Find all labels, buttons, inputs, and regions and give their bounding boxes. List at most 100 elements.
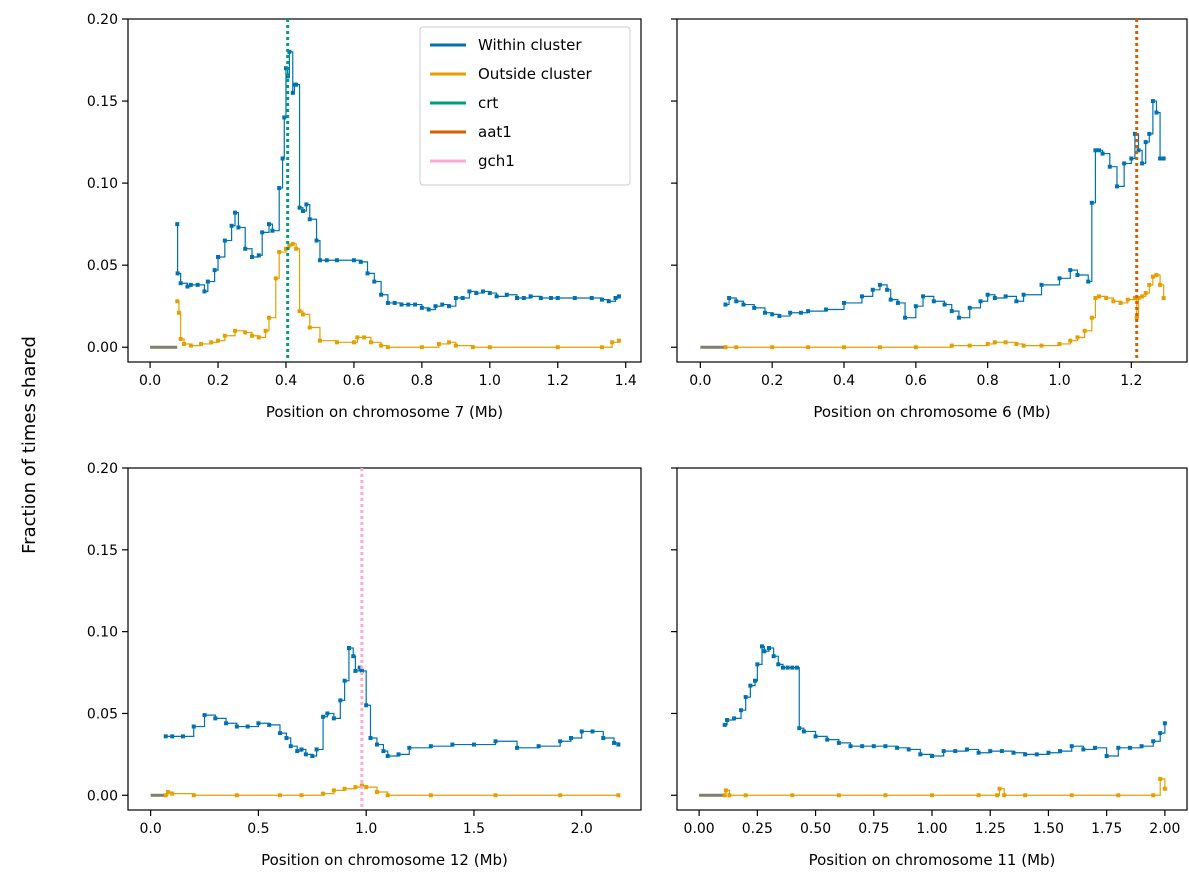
outside-cluster-point	[199, 341, 204, 346]
outside-cluster-point	[353, 785, 358, 790]
legend-label: gch1	[478, 152, 515, 170]
within-cluster-point	[1162, 721, 1167, 726]
within-cluster-point	[613, 295, 618, 300]
outside-cluster-point	[277, 793, 282, 798]
outside-cluster-point	[374, 790, 379, 794]
within-cluster-point	[1136, 148, 1141, 153]
within-cluster-point	[1150, 99, 1155, 104]
figure-ylabel: Fraction of times shared	[19, 336, 40, 554]
within-cluster-point	[195, 282, 200, 287]
x-axis-label: Position on chromosome 6 (Mb)	[813, 403, 1050, 421]
within-cluster-point	[612, 740, 617, 745]
within-cluster-point	[842, 300, 847, 305]
y-tick-label: 0.15	[87, 543, 118, 559]
y-tick-label: 0.20	[87, 12, 118, 28]
x-tick-label: 0.0	[139, 821, 161, 837]
x-tick-label: 1.00	[916, 821, 947, 837]
within-cluster-point	[903, 315, 908, 320]
within-cluster-point	[342, 678, 347, 683]
within-cluster-point	[447, 304, 452, 309]
within-cluster-point	[836, 740, 841, 745]
within-cluster-point	[287, 49, 292, 54]
within-cluster-point	[999, 749, 1004, 754]
within-cluster-point	[589, 295, 594, 300]
within-cluster-point	[806, 309, 811, 314]
x-tick-label: 0.0	[689, 373, 711, 389]
outside-cluster-point	[722, 793, 727, 798]
within-cluster-point	[303, 752, 308, 757]
y-tick-label: 0.05	[87, 258, 118, 274]
outside-cluster-point	[385, 793, 390, 798]
within-cluster-point	[267, 722, 272, 727]
within-cluster-point	[1140, 161, 1145, 166]
within-cluster-point	[1046, 750, 1051, 755]
outside-cluster-point	[1116, 793, 1121, 798]
within-cluster-point	[1075, 273, 1080, 278]
outside-cluster-point	[234, 793, 239, 798]
legend-label: Within cluster	[478, 36, 582, 54]
x-tick-label: 0.8	[977, 373, 999, 389]
within-cluster-point	[392, 300, 397, 305]
within-cluster-point	[848, 744, 853, 749]
outside-cluster-point	[299, 793, 304, 798]
within-cluster-point	[245, 724, 250, 729]
within-cluster-point	[732, 716, 737, 721]
outside-cluster-point	[723, 788, 728, 793]
outside-cluster-point	[287, 243, 292, 248]
within-cluster-point	[538, 295, 543, 300]
within-cluster-point	[528, 294, 533, 299]
within-cluster-point	[956, 315, 961, 320]
outside-cluster-point	[1068, 338, 1073, 343]
x-tick-label: 1.75	[1091, 821, 1122, 837]
outside-cluster-point	[176, 310, 181, 315]
outside-cluster-point	[487, 345, 492, 350]
panel-3: 0.0 0.5 1.0 1.5 2.0 0.00 0.05 0.10 0.15 0.20 Posit…	[87, 461, 642, 869]
x-tick-label: 0.50	[800, 821, 831, 837]
within-cluster-point	[723, 302, 728, 307]
outside-cluster-point	[1143, 291, 1148, 296]
within-cluster-point	[760, 644, 764, 649]
outside-cluster-point	[1111, 299, 1116, 304]
outside-cluster-point	[836, 793, 841, 798]
within-cluster-point	[590, 729, 595, 734]
within-cluster-point	[374, 742, 379, 747]
within-cluster-point	[357, 665, 362, 670]
within-cluster-point	[504, 292, 509, 297]
within-cluster-point	[1003, 294, 1008, 299]
within-cluster-point	[753, 678, 758, 683]
within-cluster-point	[860, 744, 865, 749]
within-cluster-point	[277, 731, 282, 736]
outside-cluster-point	[419, 345, 424, 350]
outside-cluster-point	[364, 785, 369, 790]
within-cluster-point	[288, 744, 293, 749]
x-tick-label: 2.00	[1149, 821, 1180, 837]
within-cluster-point	[988, 749, 993, 754]
outside-cluster-point	[294, 246, 299, 251]
within-cluster-point	[419, 305, 424, 310]
outside-cluster-point	[1151, 793, 1156, 798]
within-cluster-point	[918, 752, 923, 757]
x-axis-label: Position on chromosome 7 (Mb)	[266, 403, 503, 421]
within-cluster-point	[290, 90, 295, 95]
within-cluster-point	[368, 736, 373, 740]
within-cluster-point	[727, 295, 732, 300]
outside-cluster-point	[385, 345, 390, 350]
outside-cluster-point	[307, 325, 312, 330]
outside-cluster-point	[1134, 315, 1139, 320]
within-cluster-point	[1081, 747, 1086, 752]
outside-cluster-point	[359, 783, 364, 788]
within-cluster-point	[913, 304, 918, 309]
outside-cluster-point	[170, 791, 175, 796]
outside-cluster-point	[842, 345, 847, 350]
within-cluster-point	[297, 205, 302, 210]
outside-cluster-point	[256, 335, 261, 340]
outside-cluster-point	[428, 793, 433, 798]
outside-cluster-point	[555, 345, 560, 350]
within-cluster-point	[748, 683, 753, 688]
within-cluster-point	[1086, 279, 1091, 284]
within-cluster-point	[282, 115, 287, 120]
within-cluster-point	[766, 646, 771, 650]
within-cluster-point	[233, 210, 238, 215]
within-cluster-point	[202, 713, 207, 718]
x-tick-label: 2.0	[571, 821, 593, 837]
